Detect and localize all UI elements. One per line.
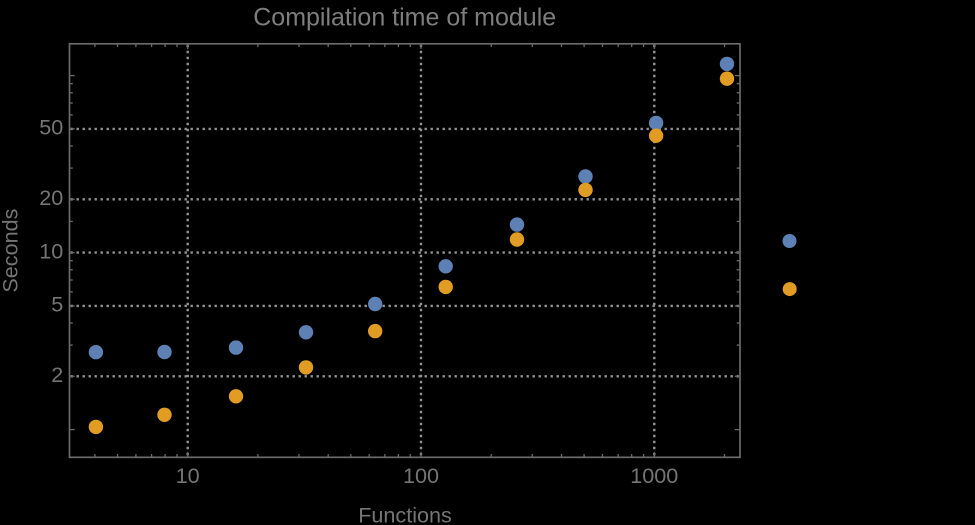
svg-text:100: 100 bbox=[403, 463, 439, 488]
svg-text:2: 2 bbox=[51, 362, 63, 387]
svg-text:10: 10 bbox=[39, 238, 63, 263]
svg-text:1000: 1000 bbox=[630, 463, 678, 488]
svg-text:20: 20 bbox=[39, 185, 63, 210]
svg-text:Functions: Functions bbox=[358, 503, 452, 525]
svg-text:Compilation time of module: Compilation time of module bbox=[253, 4, 556, 32]
svg-text:Seconds: Seconds bbox=[0, 208, 23, 292]
svg-text:10: 10 bbox=[176, 463, 200, 488]
svg-text:50: 50 bbox=[39, 115, 63, 140]
svg-text:5: 5 bbox=[51, 292, 63, 317]
